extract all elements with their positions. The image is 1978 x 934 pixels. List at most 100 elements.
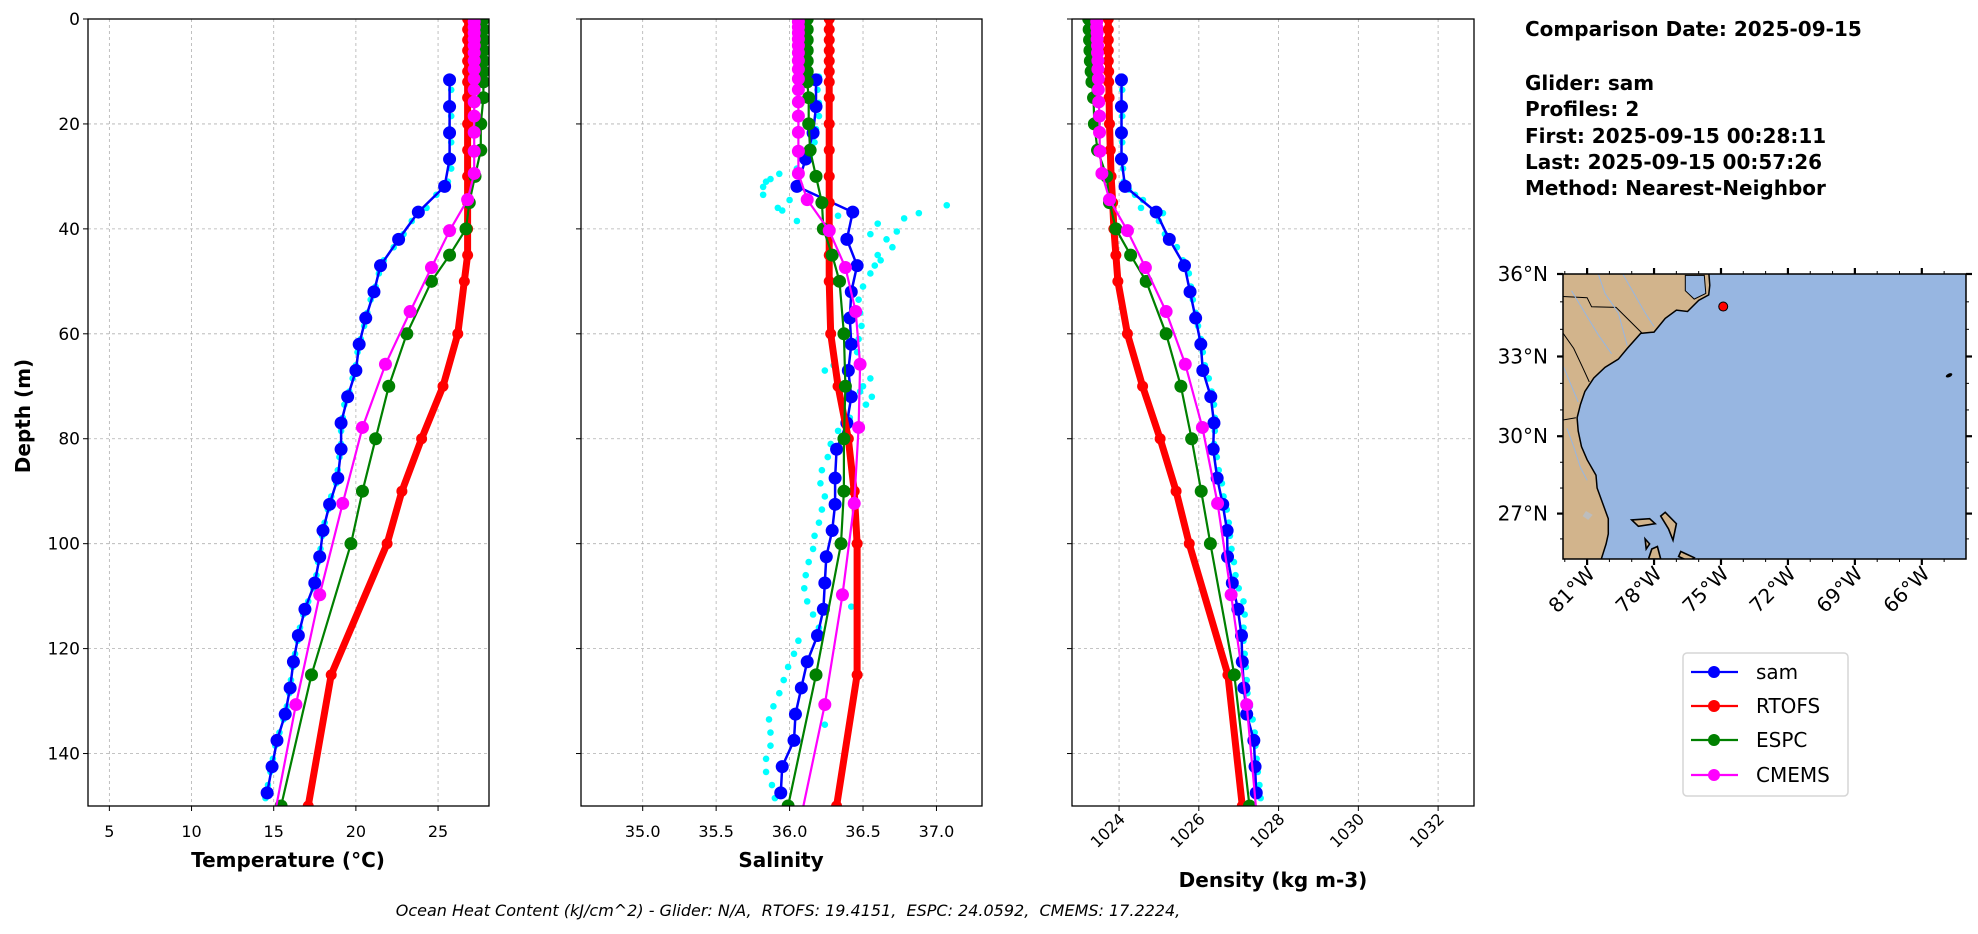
data-point-sam bbox=[830, 442, 844, 456]
data-point-sam bbox=[790, 179, 804, 193]
data-point-cmems bbox=[467, 83, 481, 97]
x-tick-label: 5 bbox=[104, 822, 114, 841]
data-point-sam bbox=[265, 760, 279, 774]
x-tick-label: 35.5 bbox=[698, 822, 734, 841]
plot-area bbox=[260, 19, 489, 806]
lat-tick-label: 36°N bbox=[1498, 262, 1548, 286]
data-point-cmems bbox=[849, 305, 863, 319]
lake-okeechobee bbox=[1582, 511, 1593, 520]
raw-glider-point bbox=[775, 170, 783, 178]
data-point-cmems bbox=[424, 261, 438, 275]
density-axis-label: Density (kg m-3) bbox=[1179, 868, 1368, 892]
density-panel: 1024 1026 1028 1030 1032 bbox=[1067, 18, 1475, 852]
x-tick-label: 25 bbox=[428, 822, 448, 841]
data-point-sam bbox=[392, 232, 406, 246]
raw-glider-point bbox=[1137, 204, 1145, 212]
raw-glider-point bbox=[871, 262, 879, 269]
comparison-date: Comparison Date: 2025-09-15 bbox=[1525, 17, 1862, 41]
depth-axis-label: Depth (m) bbox=[11, 359, 35, 473]
data-point-cmems bbox=[1240, 698, 1254, 712]
data-point-cmems bbox=[467, 125, 481, 139]
data-point-espc bbox=[400, 327, 414, 341]
raw-glider-point bbox=[858, 322, 865, 330]
raw-glider-point bbox=[818, 466, 826, 474]
raw-glider-point bbox=[915, 209, 923, 217]
data-point-sam bbox=[774, 786, 788, 800]
legend-label-sam: sam bbox=[1756, 660, 1798, 684]
data-point-cmems bbox=[467, 72, 481, 86]
data-point-rtofs bbox=[1121, 328, 1133, 340]
data-point-cmems bbox=[1120, 224, 1134, 238]
data-point-rtofs bbox=[1183, 538, 1195, 550]
data-point-sam bbox=[844, 390, 858, 404]
data-point-espc bbox=[802, 91, 816, 105]
info-text-block: Comparison Date: 2025-09-15 Glider: sam … bbox=[1525, 17, 1862, 200]
raw-glider-point bbox=[802, 571, 810, 579]
raw-glider-point bbox=[759, 183, 767, 191]
raw-glider-point bbox=[815, 519, 823, 526]
x-tick-label: 35.0 bbox=[625, 822, 661, 841]
raw-glider-point bbox=[805, 558, 812, 566]
salinity-axis-label: Salinity bbox=[738, 848, 823, 872]
data-point-sam bbox=[1114, 152, 1128, 166]
x-tick-label: 1026 bbox=[1166, 809, 1208, 851]
series-sam bbox=[260, 73, 457, 800]
data-point-sam bbox=[316, 524, 330, 538]
data-point-cmems bbox=[336, 496, 350, 510]
data-point-sam bbox=[800, 655, 814, 669]
bahamas-island bbox=[1647, 545, 1662, 559]
data-point-espc bbox=[838, 379, 852, 393]
raw-glider-point bbox=[790, 650, 798, 658]
data-point-cmems bbox=[1091, 83, 1105, 97]
plot-area bbox=[1082, 19, 1264, 806]
data-point-sam bbox=[1220, 524, 1234, 538]
x-tick-label: 1024 bbox=[1087, 809, 1129, 851]
data-point-sam bbox=[1194, 337, 1208, 351]
data-point-cmems bbox=[1093, 125, 1107, 139]
data-point-sam bbox=[1206, 442, 1220, 456]
data-point-espc bbox=[459, 222, 473, 236]
glider-name: Glider: sam bbox=[1525, 71, 1654, 95]
data-point-espc bbox=[1159, 327, 1173, 341]
raw-glider-point bbox=[862, 401, 870, 408]
data-point-rtofs bbox=[302, 800, 314, 806]
y-tick-label: 40 bbox=[58, 220, 80, 240]
data-point-sam bbox=[331, 471, 345, 485]
data-point-rtofs bbox=[1102, 55, 1114, 67]
data-point-sam bbox=[313, 550, 327, 564]
data-point-rtofs bbox=[823, 170, 835, 182]
data-point-rtofs bbox=[823, 275, 835, 287]
data-point-espc bbox=[834, 537, 848, 551]
data-point-sam bbox=[278, 707, 292, 721]
raw-glider-point bbox=[809, 545, 817, 553]
bahamas-island bbox=[1677, 550, 1696, 559]
raw-glider-point bbox=[877, 257, 884, 264]
data-point-sam bbox=[443, 152, 457, 166]
data-point-sam bbox=[443, 73, 457, 87]
river bbox=[1563, 364, 1579, 403]
raw-glider-point bbox=[900, 215, 908, 222]
plot-area bbox=[759, 19, 951, 806]
data-point-sam bbox=[1189, 311, 1203, 325]
data-point-cmems bbox=[467, 166, 481, 180]
raw-glider-point bbox=[893, 228, 901, 235]
ocean-heat-content-footer: Ocean Heat Content (kJ/cm^2) - Glider: N… bbox=[396, 901, 1181, 920]
series-sam-raw bbox=[759, 73, 951, 802]
data-point-cmems bbox=[313, 588, 327, 602]
state-border bbox=[1563, 417, 1576, 421]
data-point-cmems bbox=[791, 109, 805, 123]
data-point-rtofs bbox=[1110, 249, 1122, 261]
data-point-rtofs bbox=[396, 485, 408, 497]
data-point-rtofs bbox=[1104, 144, 1116, 156]
data-point-rtofs bbox=[325, 669, 337, 681]
raw-glider-point bbox=[767, 729, 774, 736]
river bbox=[1597, 274, 1628, 346]
raw-glider-point bbox=[818, 506, 826, 513]
data-point-rtofs bbox=[823, 76, 835, 88]
raw-glider-point bbox=[770, 703, 777, 710]
data-point-sam bbox=[1204, 390, 1218, 404]
raw-glider-point bbox=[762, 755, 770, 763]
data-point-cmems bbox=[1093, 109, 1107, 123]
data-point-sam bbox=[809, 100, 823, 114]
x-tick-label: 36.0 bbox=[772, 822, 808, 841]
